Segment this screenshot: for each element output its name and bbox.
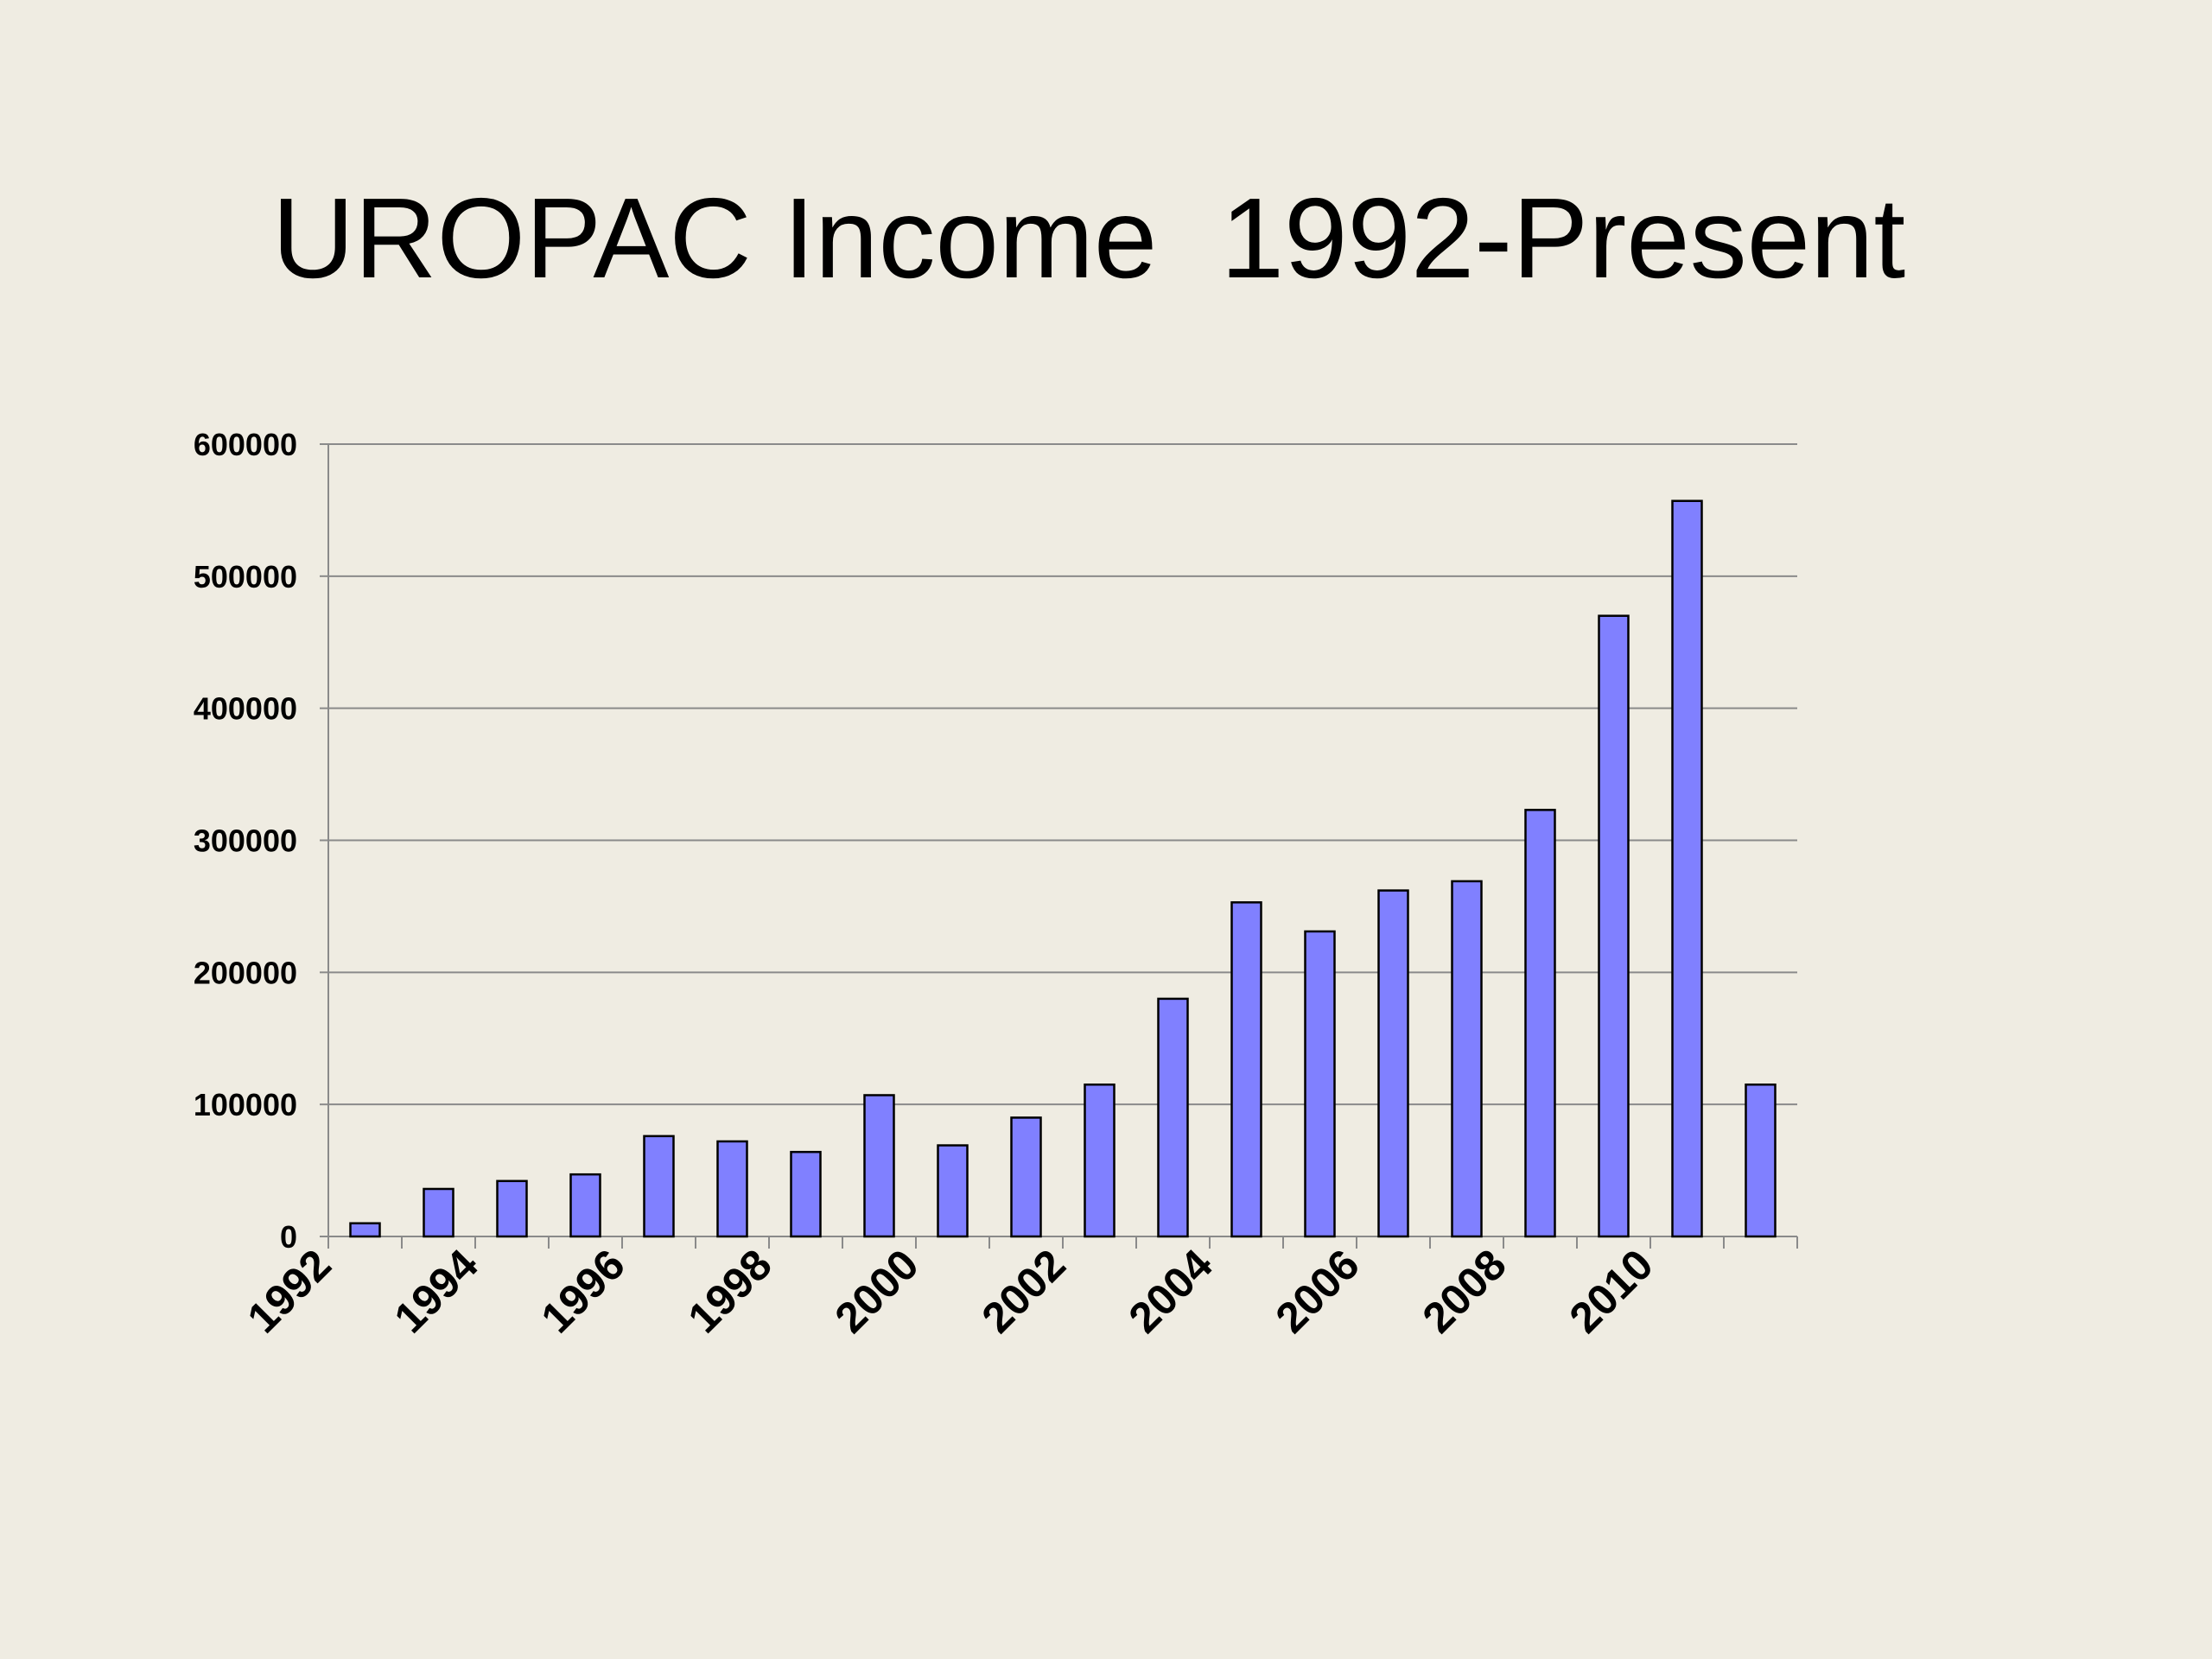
bar-2008	[1524, 809, 1556, 1238]
bar-2009	[1598, 614, 1630, 1238]
x-tick-label: 2010	[1560, 1240, 1662, 1342]
bar-1997	[716, 1140, 748, 1238]
bar-1993	[423, 1187, 454, 1238]
bar-2000	[937, 1144, 969, 1238]
bars	[349, 499, 1777, 1238]
x-tick-label: 2004	[1120, 1240, 1222, 1342]
bar-2007	[1451, 880, 1483, 1238]
page-title: UROPAC Income 1992-Present	[271, 175, 1906, 302]
bar-1994	[496, 1179, 528, 1238]
x-tick-label: 2006	[1267, 1240, 1369, 1342]
x-tick-label: 1998	[679, 1240, 781, 1342]
y-tick-label: 500000	[194, 559, 297, 594]
y-tick-label: 0	[280, 1219, 297, 1255]
x-tick-labels: 1992 1994 1996 1998 2000 2002 2004 2006 2008 2010	[238, 1240, 1662, 1342]
bar-2005	[1304, 930, 1336, 1238]
x-tick-label: 1994	[385, 1240, 487, 1342]
axes	[320, 443, 1798, 1249]
y-tick-label: 400000	[194, 691, 297, 727]
x-tick-label: 1996	[532, 1240, 634, 1342]
x-tick-label: 2008	[1414, 1240, 1516, 1342]
bar-1999	[863, 1094, 895, 1238]
x-tick-label: 2000	[826, 1240, 928, 1342]
y-tick-label: 100000	[194, 1087, 297, 1122]
y-tick-label: 300000	[194, 823, 297, 859]
y-tick-label: 600000	[194, 427, 297, 462]
bar-1998	[790, 1150, 822, 1238]
bar-2001	[1010, 1116, 1042, 1238]
bar-2006	[1377, 889, 1409, 1238]
gridlines	[328, 443, 1797, 1106]
bar-2004	[1230, 901, 1262, 1238]
bar-2003	[1157, 997, 1189, 1238]
bar-2002	[1084, 1083, 1116, 1238]
x-tick-label: 2002	[973, 1240, 1075, 1342]
y-tick-label: 200000	[194, 955, 297, 990]
bar-1995	[569, 1173, 601, 1238]
y-tick-labels: 0 100000 200000 300000 400000 500000 600000	[194, 427, 297, 1255]
bar-2010	[1671, 499, 1703, 1238]
bar-1992	[349, 1222, 381, 1238]
bar-2011	[1745, 1083, 1777, 1238]
x-tick-label: 1992	[238, 1240, 340, 1342]
bar-1996	[643, 1135, 675, 1238]
